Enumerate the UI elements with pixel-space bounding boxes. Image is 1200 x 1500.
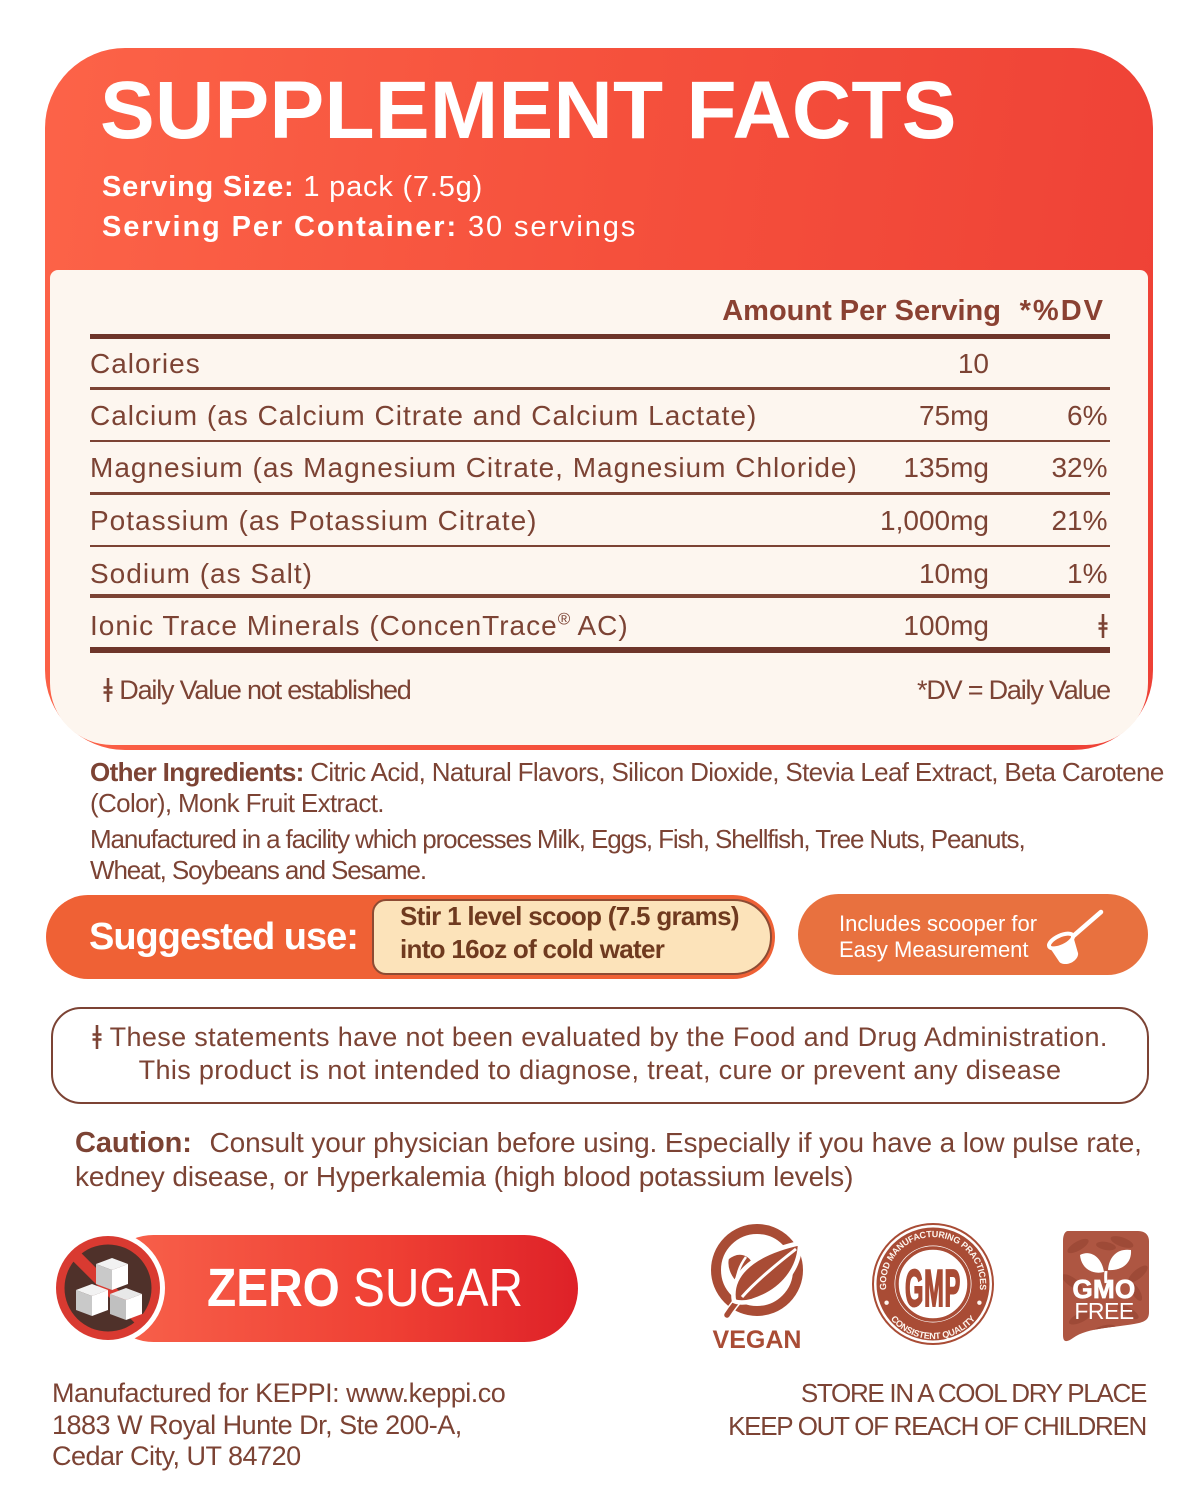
svg-text:FREE: FREE (1074, 1298, 1134, 1324)
svg-text:GMO: GMO (1072, 1274, 1135, 1304)
svg-text:GMP: GMP (905, 1258, 961, 1317)
svg-text:VEGAN: VEGAN (713, 1326, 802, 1353)
